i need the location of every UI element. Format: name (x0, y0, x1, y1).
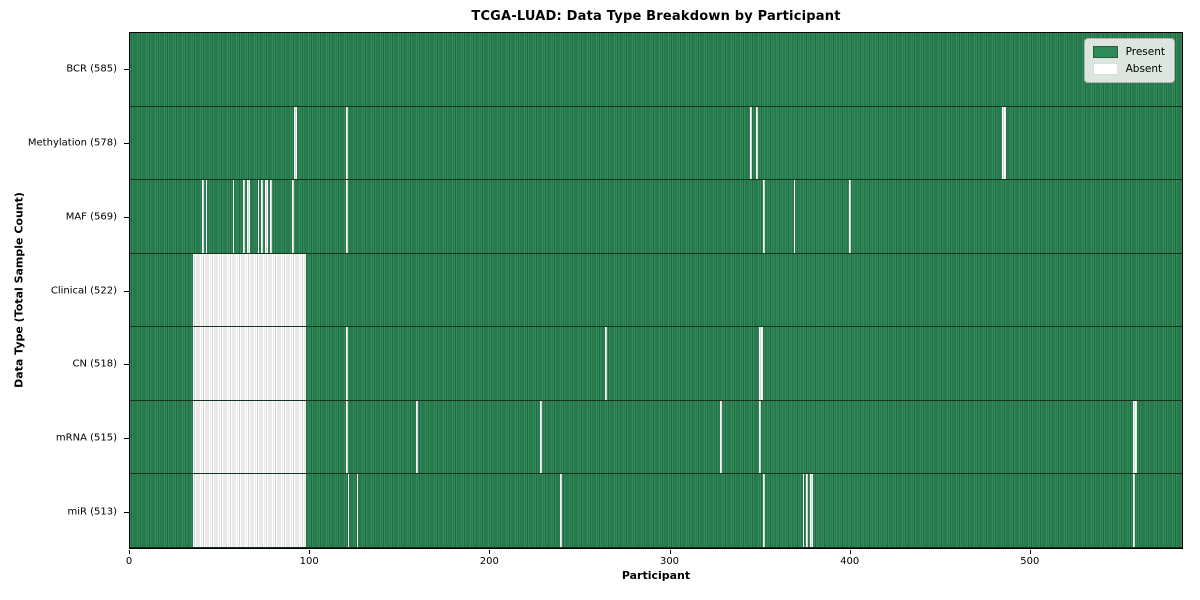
heatmap-row-maf (130, 180, 1182, 254)
heatmap-row-methylation (130, 106, 1182, 181)
y-tick-mark (124, 68, 129, 70)
heatmap-row-mrna (130, 400, 1182, 475)
absent-stripe (849, 180, 852, 253)
heatmap-row-mir (130, 474, 1182, 549)
legend-item-absent: Absent (1092, 63, 1165, 75)
absent-swatch-icon (1092, 63, 1118, 75)
absent-stripe (806, 474, 808, 548)
absent-stripe (809, 474, 814, 548)
x-tick-label-500: 500 (1020, 556, 1040, 567)
absent-stripe (243, 180, 246, 253)
absent-stripe (415, 400, 418, 474)
y-tick-label-cn: CN (518) (72, 358, 117, 370)
absent-stripe (270, 180, 273, 253)
y-tick-mark (124, 142, 129, 144)
absent-stripe (257, 180, 260, 253)
absent-stripe (762, 474, 765, 548)
x-tick-mark (489, 550, 491, 554)
x-tick-mark (309, 550, 311, 554)
absent-stripe (232, 180, 235, 253)
x-tick-mark (849, 550, 851, 554)
y-tick-mark (124, 512, 129, 514)
x-axis-label: Participant (621, 569, 691, 582)
x-tick-label-400: 400 (840, 556, 860, 567)
y-axis-label: Data Type (Total Sample Count) (12, 192, 26, 388)
present-swatch-icon (1092, 46, 1118, 58)
chart-title: TCGA-LUAD: Data Type Breakdown by Partic… (471, 9, 841, 24)
absent-stripe (201, 180, 204, 253)
absent-stripe (540, 400, 542, 474)
absent-stripe (802, 474, 805, 548)
x-tick-mark (1029, 550, 1031, 554)
y-tick-label-clinical: Clinical (522) (50, 285, 117, 296)
plot-area: Present Absent (129, 32, 1183, 549)
absent-stripe (345, 180, 348, 253)
absent-stripe (264, 180, 269, 253)
absent-stripe (192, 327, 307, 400)
y-tick-label-mir: miR (513) (67, 506, 117, 518)
absent-stripe (559, 474, 562, 548)
y-tick-label-mrna: mRNA (515) (55, 432, 117, 444)
absent-stripe (291, 180, 294, 253)
absent-stripe (192, 253, 307, 327)
absent-stripe (1133, 474, 1136, 548)
legend: Present Absent (1083, 38, 1175, 83)
absent-stripe (205, 180, 208, 253)
absent-stripe (759, 400, 762, 474)
absent-stripe (246, 180, 251, 253)
heatmap-row-cn (130, 327, 1182, 401)
x-tick-label-300: 300 (659, 556, 680, 567)
absent-stripe (345, 327, 348, 400)
y-tick-label-bcr: BCR (585) (66, 63, 117, 75)
legend-item-present: Present (1092, 46, 1165, 58)
absent-stripe (345, 106, 348, 180)
absent-stripe (719, 400, 722, 474)
legend-label-absent: Absent (1125, 63, 1163, 75)
absent-stripe (192, 400, 307, 474)
heatmap-row-bcr (130, 33, 1182, 107)
absent-stripe (755, 106, 758, 180)
x-tick-mark (669, 550, 671, 554)
absent-stripe (762, 180, 765, 253)
absent-stripe (759, 327, 763, 400)
absent-stripe (356, 474, 359, 548)
y-tick-label-methylation: Methylation (578) (27, 137, 117, 149)
x-tick-label-100: 100 (299, 556, 319, 567)
y-tick-mark (124, 438, 129, 440)
y-tick-mark (124, 364, 129, 366)
absent-stripe (793, 180, 796, 253)
legend-label-present: Present (1125, 46, 1165, 58)
y-tick-mark (124, 290, 129, 292)
absent-stripe (1133, 400, 1138, 474)
absent-stripe (192, 474, 307, 548)
x-tick-label-200: 200 (479, 556, 499, 567)
absent-stripe (347, 474, 350, 548)
x-tick-label-0: 0 (125, 556, 133, 567)
y-tick-label-maf: MAF (569) (65, 211, 117, 223)
absent-stripe (261, 180, 264, 253)
absent-stripe (345, 400, 348, 474)
heatmap-row-clinical (130, 253, 1182, 328)
y-tick-mark (124, 216, 129, 218)
absent-stripe (604, 327, 607, 400)
absent-stripe (293, 106, 298, 180)
absent-stripe (1002, 106, 1006, 180)
absent-stripe (750, 106, 753, 180)
x-tick-mark (129, 550, 130, 554)
